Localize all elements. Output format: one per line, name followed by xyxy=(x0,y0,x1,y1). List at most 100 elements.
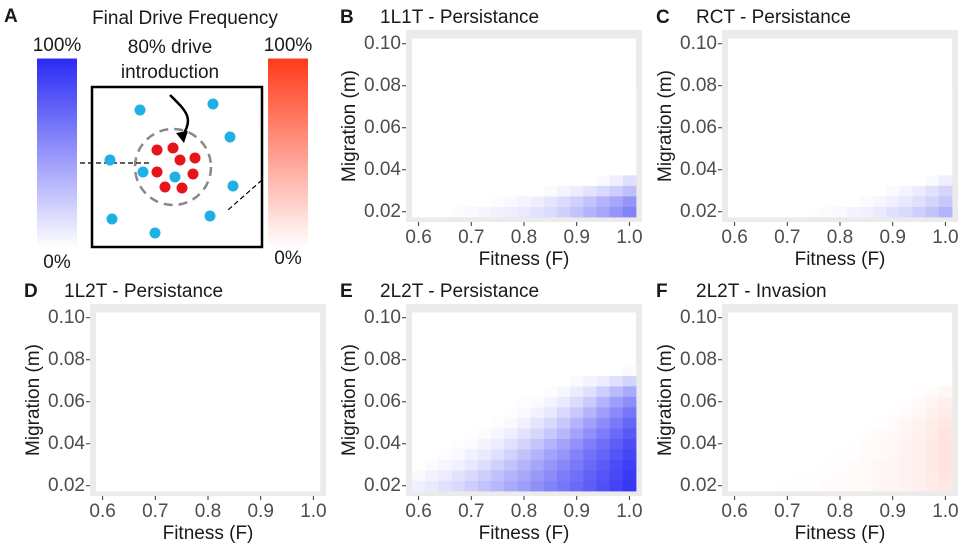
panel-title: 2L2T - Persistance xyxy=(380,281,539,302)
heat-cell xyxy=(820,206,834,218)
heat-cell xyxy=(925,101,940,113)
heat-cell xyxy=(425,133,439,144)
heat-cell xyxy=(556,396,571,408)
x-tick-label: 0.8 xyxy=(827,501,853,522)
heat-cell xyxy=(464,417,479,429)
heat-cell xyxy=(780,91,795,102)
heat-cell xyxy=(543,175,558,186)
heat-cell xyxy=(622,175,637,186)
heat-cell xyxy=(491,449,505,460)
heat-cell xyxy=(846,449,861,460)
heat-cell xyxy=(596,428,611,439)
heat-cell xyxy=(188,480,202,492)
heat-cell xyxy=(925,417,940,429)
heat-cell xyxy=(214,459,229,471)
y-tick-label: 0.04 xyxy=(680,159,717,180)
heat-cell xyxy=(728,122,742,134)
heat-cell xyxy=(846,438,861,450)
heat-cell xyxy=(543,133,558,144)
heat-cell xyxy=(491,417,505,429)
heat-cell xyxy=(135,386,150,397)
heat-cell xyxy=(175,428,189,439)
heat-cell xyxy=(767,143,782,155)
heat-cell xyxy=(504,375,518,387)
heat-cell xyxy=(412,449,426,460)
heat-cell xyxy=(570,480,584,492)
heat-cell xyxy=(754,133,768,144)
heat-cell xyxy=(780,407,795,418)
heat-cell xyxy=(451,407,466,418)
heat-cell xyxy=(517,133,531,144)
heat-cell xyxy=(293,375,308,387)
heat-cell xyxy=(556,101,571,113)
heat-cell xyxy=(622,480,637,492)
heat-cell xyxy=(807,164,821,176)
heat-cell xyxy=(412,438,426,450)
colorbar-label: 100% xyxy=(264,35,313,56)
heat-cell xyxy=(754,112,768,123)
heat-cell xyxy=(820,185,834,197)
heat-cell xyxy=(135,438,150,450)
heat-cell xyxy=(780,365,795,376)
heat-cell xyxy=(491,122,505,134)
heat-cell xyxy=(859,196,874,207)
heat-cell xyxy=(530,143,545,155)
heat-cell xyxy=(807,396,821,408)
heat-cell xyxy=(622,417,637,429)
heat-cell xyxy=(583,375,597,387)
heat-cell xyxy=(833,449,847,460)
heat-cell xyxy=(754,459,768,471)
heat-cell xyxy=(477,470,492,481)
heat-cell xyxy=(846,175,861,186)
heat-cell xyxy=(556,185,571,197)
heat-cell xyxy=(517,206,531,218)
heat-cell xyxy=(846,396,861,408)
heat-cell xyxy=(728,185,742,197)
heat-cell xyxy=(609,112,624,123)
heat-cell xyxy=(925,154,940,165)
heat-cell xyxy=(240,386,255,397)
heat-cell xyxy=(240,470,255,481)
heat-cell xyxy=(477,175,492,186)
heat-cell xyxy=(596,449,611,460)
heat-cell xyxy=(846,386,861,397)
heat-cell xyxy=(622,375,637,387)
heat-cell xyxy=(583,206,597,218)
heat-cell xyxy=(556,91,571,102)
heat-cell xyxy=(240,459,255,471)
heat-cell xyxy=(596,112,611,123)
heat-cell xyxy=(451,185,466,197)
heat-cell xyxy=(807,459,821,471)
heat-cell xyxy=(754,396,768,408)
heat-cell xyxy=(451,449,466,460)
heat-cell xyxy=(254,365,268,376)
heat-cell xyxy=(728,428,742,439)
heat-cell xyxy=(135,407,150,418)
heat-cell xyxy=(820,470,834,481)
heat-cell xyxy=(175,386,189,397)
heat-cell xyxy=(438,143,452,155)
heat-cell xyxy=(530,449,545,460)
heat-cell xyxy=(412,396,426,408)
heat-cell xyxy=(767,206,782,218)
heat-cell xyxy=(477,91,492,102)
heat-cell xyxy=(214,428,229,439)
heat-cell xyxy=(767,101,782,113)
heat-cell xyxy=(556,449,571,460)
heat-cell xyxy=(96,449,110,460)
heat-cell xyxy=(846,428,861,439)
heat-cell xyxy=(201,449,215,460)
heat-cell xyxy=(280,470,295,481)
heat-cell xyxy=(728,470,742,481)
heat-cell xyxy=(859,164,874,176)
heat-cell xyxy=(425,459,439,471)
heat-cell xyxy=(859,396,874,408)
heat-cell xyxy=(530,396,545,408)
heat-cell xyxy=(227,428,242,439)
heat-cell xyxy=(122,449,136,460)
heat-cell xyxy=(741,185,755,197)
heat-cell xyxy=(109,428,123,439)
heat-cell xyxy=(741,428,755,439)
schematic xyxy=(80,85,264,249)
heat-cell xyxy=(859,428,874,439)
